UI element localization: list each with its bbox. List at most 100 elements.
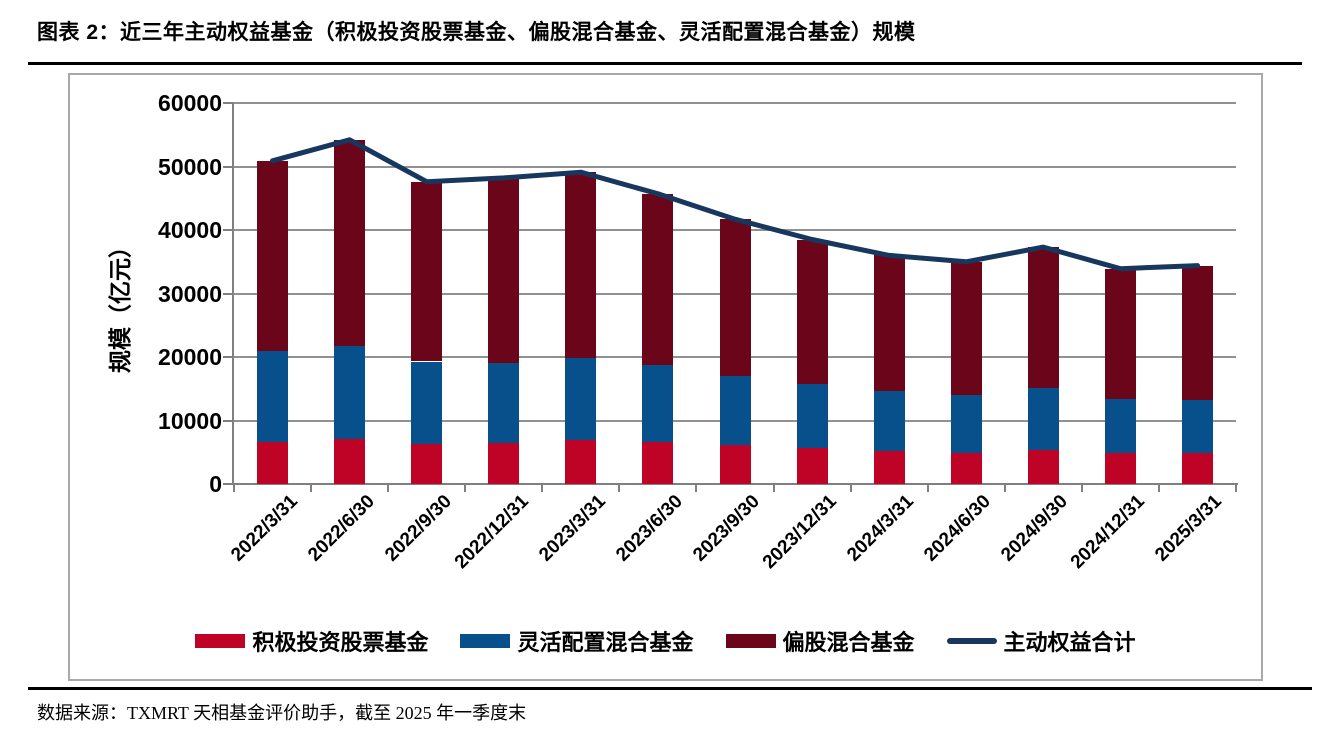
x-tick-label: 2022/6/30: [303, 491, 379, 566]
bar-segment: [411, 181, 443, 362]
legend-label: 积极投资股票基金: [252, 630, 429, 655]
bar-segment: [642, 365, 674, 443]
source-note: 数据来源：TXMRT 天相基金评价助手，截至 2025 年一季度末: [37, 703, 527, 723]
y-axis-tick: [223, 483, 232, 485]
bar-segment: [873, 391, 905, 451]
bar-segment: [1104, 452, 1136, 484]
bar-segment: [1104, 268, 1136, 399]
bar-segment: [1182, 399, 1213, 453]
bar-segment: [565, 172, 597, 359]
legend: 积极投资股票基金 灵活配置混合基金 偏股混合基金 主动权益合计: [70, 625, 1261, 657]
legend-label: 主动权益合计: [1003, 630, 1136, 655]
title-divider: [28, 62, 1302, 65]
x-tick-label: 2023/3/31: [535, 491, 610, 566]
x-axis-tick: [849, 484, 852, 492]
x-axis-tick: [695, 484, 698, 492]
x-tick-label: 2024/6/30: [920, 491, 996, 566]
x-axis-tick: [926, 484, 929, 492]
y-axis-tick: [223, 165, 232, 168]
y-tick-label: 60000: [158, 90, 222, 116]
legend-item-total-line: 主动权益合计: [946, 625, 1136, 657]
y-tick-label: 0: [209, 471, 222, 497]
x-tick-label: 2022/3/31: [226, 491, 302, 566]
x-axis-tick: [464, 484, 467, 492]
legend-item-active-stock-funds: 积极投资股票基金: [195, 625, 428, 657]
x-tick-label: 2023/9/30: [689, 491, 764, 566]
plot-area: [223, 102, 1238, 492]
bar-segment: [257, 441, 288, 484]
total-line: [270, 137, 1200, 272]
x-tick-label: 2023/12/31: [758, 491, 841, 574]
x-axis-tick: [310, 484, 313, 492]
y-axis-tick: [223, 102, 232, 104]
y-axis-tick: [223, 356, 232, 358]
x-tick-label: 2024/12/31: [1067, 491, 1150, 574]
bar-segment: [1027, 247, 1059, 389]
gridline: [234, 165, 1236, 168]
bar-segment: [873, 255, 905, 392]
y-tick-label: 20000: [158, 344, 222, 370]
x-tick-label: 2022/9/30: [380, 491, 456, 566]
x-axis-tick: [233, 484, 235, 492]
bar-segment: [642, 442, 674, 484]
bar-segment: [1104, 398, 1136, 453]
legend-swatch-blue: [460, 634, 511, 648]
bar-segment: [488, 177, 520, 363]
x-axis-tick: [772, 484, 775, 492]
y-tick-label: 50000: [158, 153, 222, 180]
y-axis-tick: [223, 419, 232, 422]
chart-container: 规模（亿元） 0 10000 20000 30000 40000 50000 60000 2…: [68, 73, 1263, 681]
bar-segment: [488, 442, 520, 484]
bar-segment: [873, 451, 905, 484]
bar-segment: [565, 440, 597, 484]
bar-segment: [411, 444, 443, 484]
y-tick-label: 10000: [158, 407, 222, 434]
bar-segment: [257, 160, 288, 352]
legend-label: 灵活配置混合基金: [517, 630, 694, 655]
bar-segment: [1182, 452, 1213, 484]
legend-line-swatch: [946, 638, 997, 644]
x-axis-line: [232, 483, 1238, 485]
bar-segment: [565, 358, 597, 441]
bar-segment: [642, 193, 674, 366]
y-tick-label: 40000: [158, 217, 222, 243]
x-tick-label: 2024/3/31: [843, 491, 918, 566]
x-tick-label: 2025/3/31: [1151, 491, 1227, 566]
x-tick-label: 2022/12/31: [450, 491, 533, 574]
bar-segment: [950, 261, 982, 396]
y-axis-line: [232, 102, 234, 485]
x-axis-tick: [387, 484, 390, 492]
y-tick-label: 30000: [158, 280, 222, 307]
y-axis-tick: [223, 229, 232, 231]
x-axis-tick: [1235, 484, 1237, 492]
bar-segment: [488, 362, 520, 443]
bar-segment: [1182, 265, 1213, 400]
y-axis-tick: [223, 292, 232, 295]
legend-swatch-maroon: [725, 634, 776, 648]
legend-item-equity-biased-funds: 偏股混合基金: [725, 625, 915, 657]
bar-segment: [1027, 449, 1059, 484]
bar-segment: [719, 219, 751, 377]
bar-segment: [334, 438, 366, 484]
x-axis-tick: [1003, 484, 1006, 492]
bar-segment: [334, 139, 366, 347]
x-axis-tick: [618, 484, 621, 492]
bar-segment: [950, 395, 982, 453]
bar-segment: [796, 239, 828, 384]
x-tick-label: 2023/6/30: [612, 491, 687, 566]
bar-segment: [950, 452, 982, 484]
bar-segment: [411, 361, 443, 444]
legend-swatch-red: [195, 634, 246, 648]
bar-segment: [796, 447, 828, 484]
legend-label: 偏股混合基金: [782, 630, 915, 655]
bar-segment: [257, 351, 288, 442]
x-axis-tick: [1157, 484, 1160, 492]
bar-segment: [334, 346, 366, 439]
bar-segment: [796, 383, 828, 448]
bar-segment: [719, 376, 751, 445]
figure-title: 图表 2：近三年主动权益基金（积极投资股票基金、偏股混合基金、灵活配置混合基金）…: [37, 21, 916, 44]
gridline: [234, 102, 1236, 104]
legend-item-flexible-allocation-funds: 灵活配置混合基金: [460, 625, 694, 657]
x-axis-tick: [1080, 484, 1083, 492]
